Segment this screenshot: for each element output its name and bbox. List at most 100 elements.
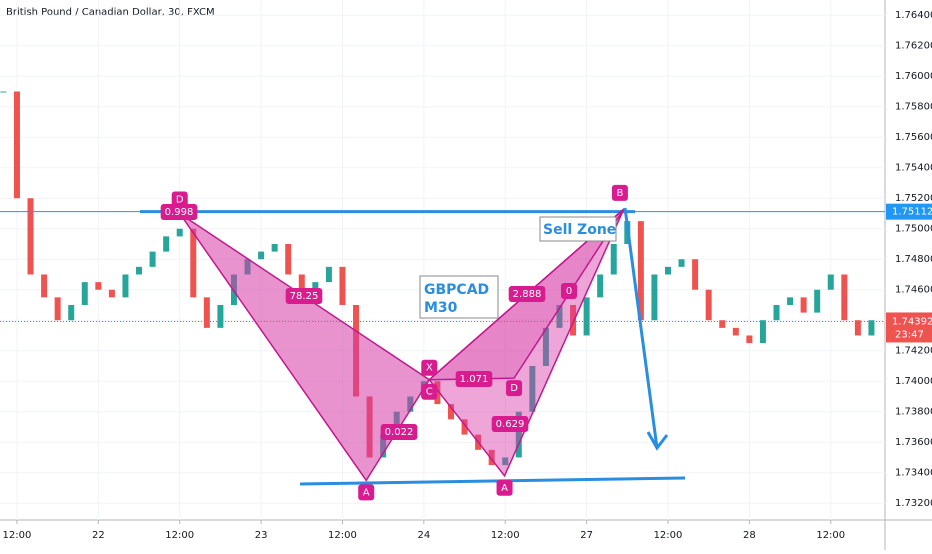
candle — [664, 266, 671, 275]
ratio: 0.022 — [380, 424, 418, 440]
y-tick-label: 1.74000 — [895, 376, 932, 387]
ratio: 0 — [561, 283, 577, 299]
y-tick-label: 1.74200 — [895, 346, 932, 357]
pattern-point: D — [506, 380, 523, 397]
pattern-point-text: X — [426, 363, 433, 374]
candle — [271, 243, 278, 252]
x-tick-label: 22 — [92, 530, 105, 541]
x-tick-label: 12:00 — [816, 530, 845, 541]
x-tick-label: 12:00 — [3, 530, 32, 541]
sell-zone-box — [539, 216, 617, 242]
ratio-box — [508, 286, 546, 302]
pattern-point-text: D — [510, 383, 518, 394]
pattern-point-box — [171, 191, 188, 208]
symbol-box — [419, 275, 499, 319]
pattern-point: A — [358, 484, 375, 501]
ratio-box — [380, 424, 418, 440]
ratio-text: 0.998 — [165, 207, 194, 218]
x-tick-label: 12:00 — [328, 530, 357, 541]
y-tick-label: 1.75800 — [895, 102, 932, 113]
candle — [868, 320, 875, 336]
candle — [95, 282, 102, 290]
y-tick-label: 1.75000 — [895, 224, 932, 235]
y-tick-label: 1.73600 — [895, 437, 932, 448]
pattern-point: A — [496, 479, 513, 496]
bottom-trend — [299, 476, 686, 486]
candle — [54, 297, 61, 321]
candle — [502, 457, 509, 466]
y-tick-label: 1.73400 — [895, 468, 932, 479]
candle — [800, 297, 807, 313]
pattern-point-box — [496, 479, 513, 496]
pattern-point-text: B — [616, 188, 623, 199]
candle — [773, 304, 780, 321]
ratio-box — [491, 416, 529, 432]
candle — [746, 335, 753, 344]
candle — [27, 198, 34, 275]
y-tick-label: 1.76000 — [895, 71, 932, 82]
candle — [515, 411, 522, 458]
y-tick-label: 1.74800 — [895, 254, 932, 265]
ratio: 2.888 — [508, 286, 546, 302]
candle — [285, 243, 292, 275]
candle — [583, 297, 590, 336]
ratio: 1.071 — [455, 371, 493, 387]
ratio-box — [285, 288, 323, 304]
candle — [149, 251, 156, 267]
x-tick-label: 23 — [255, 530, 268, 541]
ratio-text: 1.071 — [460, 374, 489, 385]
pattern-point-box — [611, 184, 628, 201]
y-tick-label: 1.76200 — [895, 41, 932, 52]
candle — [732, 327, 739, 336]
ratio-box — [561, 283, 577, 299]
candle — [678, 259, 685, 267]
candle — [190, 228, 197, 298]
candle — [651, 274, 658, 321]
ratio-text: 0.629 — [496, 419, 525, 430]
candle — [556, 304, 563, 328]
ratio: 78.25 — [285, 288, 323, 304]
y-tick-label: 1.76400 — [895, 10, 932, 21]
y-tick-label: 1.73200 — [895, 498, 932, 509]
pattern-point-text: D — [176, 194, 184, 205]
symbol-note: GBPCAD M30 — [424, 282, 489, 316]
x-tick-label: 24 — [417, 530, 430, 541]
arrow — [623, 207, 669, 451]
candle — [827, 274, 834, 290]
pattern-point: C — [421, 383, 438, 400]
pattern-point-box — [506, 380, 523, 397]
last-price-label: 1.74392 — [892, 316, 932, 327]
y-tick-label: 1.75200 — [895, 193, 932, 204]
pattern-point: B — [611, 184, 628, 201]
ratio-text: 0.022 — [385, 427, 414, 438]
candle — [298, 274, 305, 298]
y-tick-label: 1.75600 — [895, 132, 932, 143]
y-tick-label: 1.73800 — [895, 407, 932, 418]
pattern-point-box — [421, 383, 438, 400]
candle — [488, 449, 495, 466]
candle — [841, 274, 848, 321]
candle — [339, 266, 346, 305]
symbol-note-line: M30 — [424, 300, 458, 316]
y-tick-label: 1.74600 — [895, 285, 932, 296]
candle — [759, 320, 766, 344]
level-label: 1.75112 — [892, 207, 932, 218]
symbol-note-line: GBPCAD — [424, 282, 489, 298]
sell-zone: Sell Zone — [543, 222, 616, 238]
candle — [136, 266, 143, 275]
ratio: 0.998 — [160, 204, 198, 220]
candle — [447, 404, 454, 420]
ratio-box — [455, 371, 493, 387]
candle — [461, 419, 468, 435]
candle — [13, 91, 20, 199]
x-tick-label: 12:00 — [654, 530, 683, 541]
ratio-text: 2.888 — [513, 289, 542, 300]
ratio-text: 0 — [566, 286, 572, 297]
candle — [787, 297, 794, 305]
candle — [0, 91, 7, 93]
candle — [217, 304, 224, 328]
pattern-point-box — [358, 484, 375, 501]
candle — [41, 274, 48, 298]
